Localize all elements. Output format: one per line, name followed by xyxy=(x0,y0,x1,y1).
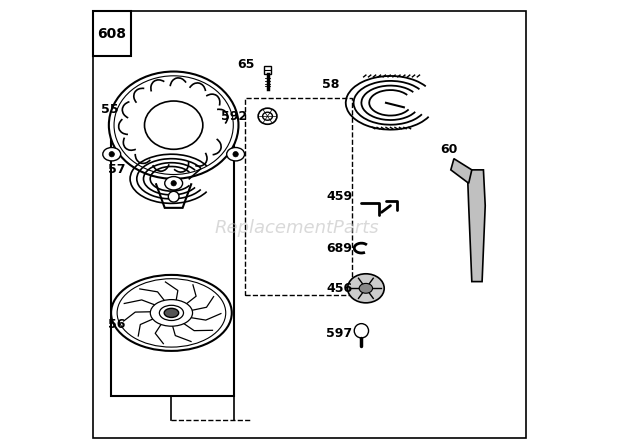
Ellipse shape xyxy=(159,305,184,320)
Text: 55: 55 xyxy=(101,103,118,116)
Circle shape xyxy=(233,152,238,157)
Circle shape xyxy=(109,152,115,157)
Bar xyxy=(111,118,234,396)
Ellipse shape xyxy=(164,308,179,317)
Bar xyxy=(245,98,352,295)
Text: 597: 597 xyxy=(326,326,352,340)
Ellipse shape xyxy=(150,299,193,326)
Bar xyxy=(264,66,271,74)
Ellipse shape xyxy=(258,108,277,124)
Ellipse shape xyxy=(227,148,244,161)
Ellipse shape xyxy=(111,275,232,351)
Text: 65: 65 xyxy=(237,58,254,72)
Circle shape xyxy=(168,191,179,202)
Ellipse shape xyxy=(144,101,203,149)
Text: 60: 60 xyxy=(440,143,458,156)
Text: 608: 608 xyxy=(97,26,126,41)
Text: 592: 592 xyxy=(221,110,247,123)
Ellipse shape xyxy=(263,112,272,120)
Ellipse shape xyxy=(117,279,226,347)
Text: 56: 56 xyxy=(108,317,126,331)
Ellipse shape xyxy=(103,148,121,161)
Text: 58: 58 xyxy=(322,78,339,92)
Polygon shape xyxy=(467,170,485,282)
Ellipse shape xyxy=(359,283,373,293)
Polygon shape xyxy=(451,159,472,183)
Text: 57: 57 xyxy=(108,163,126,177)
Text: 456: 456 xyxy=(326,282,352,295)
Ellipse shape xyxy=(165,177,183,190)
Ellipse shape xyxy=(109,72,239,179)
Text: 689: 689 xyxy=(327,241,352,255)
Bar xyxy=(93,11,131,56)
Text: ReplacementParts: ReplacementParts xyxy=(215,219,379,237)
Ellipse shape xyxy=(348,274,384,303)
Ellipse shape xyxy=(114,76,233,174)
Circle shape xyxy=(354,324,368,338)
Text: 459: 459 xyxy=(326,190,352,203)
Circle shape xyxy=(171,181,176,186)
